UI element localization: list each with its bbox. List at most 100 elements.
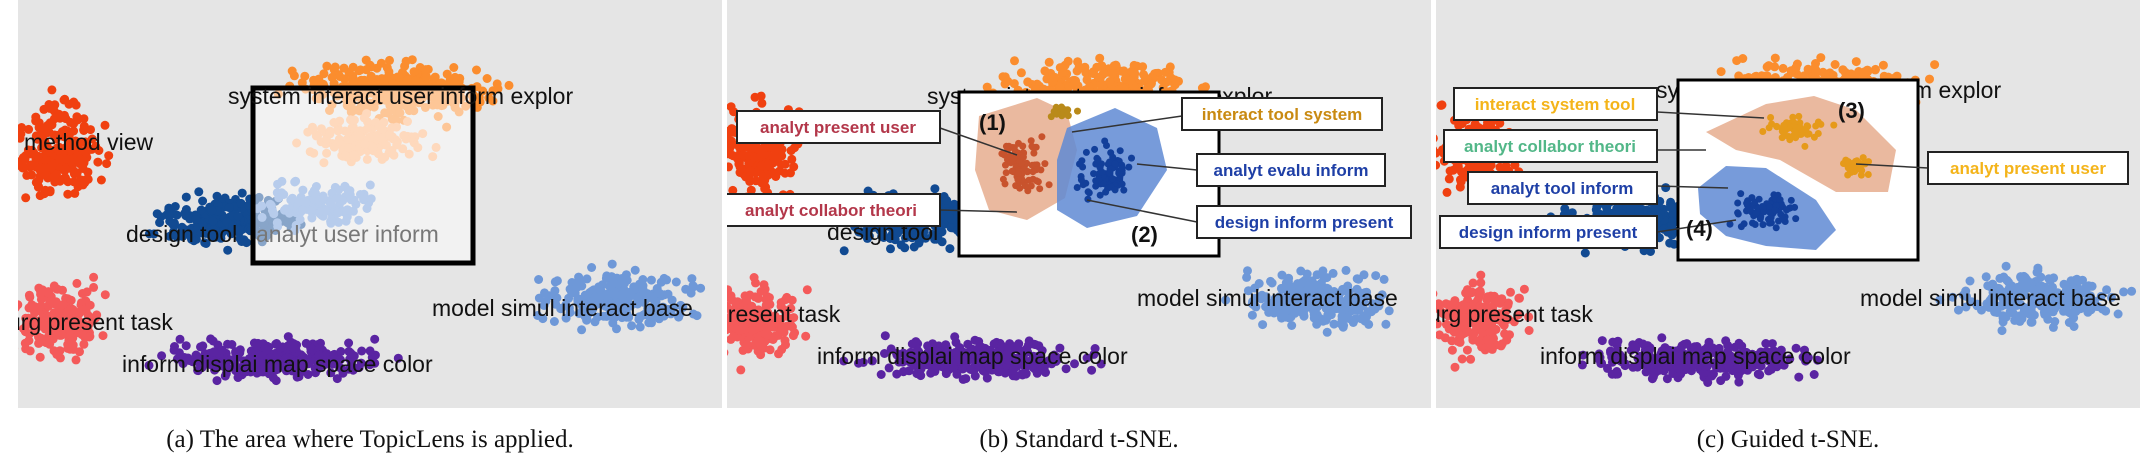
scatter-point bbox=[1360, 314, 1370, 324]
scatter-point bbox=[53, 110, 63, 120]
scatter-point bbox=[1851, 57, 1861, 67]
scatter-point bbox=[1029, 143, 1037, 151]
scatter-point bbox=[168, 219, 178, 229]
scatter-point bbox=[62, 126, 72, 136]
scatter-point bbox=[1070, 359, 1079, 369]
scatter-point bbox=[1967, 297, 1977, 307]
scatter-point bbox=[24, 336, 34, 346]
scatter-point bbox=[1096, 359, 1106, 369]
scatter-point bbox=[1050, 72, 1060, 82]
scatter-point bbox=[1457, 119, 1467, 129]
scatter-point bbox=[2054, 294, 2064, 304]
scatter-point bbox=[1436, 319, 1442, 329]
scatter-point bbox=[64, 339, 74, 349]
scatter-point bbox=[155, 218, 165, 228]
scatter-point bbox=[1455, 337, 1465, 347]
scatter-point bbox=[38, 138, 48, 147]
scatter-point bbox=[34, 338, 44, 348]
scatter-point bbox=[1304, 280, 1314, 290]
scatter-point bbox=[1111, 160, 1119, 168]
scatter-point bbox=[217, 345, 227, 355]
scatter-point bbox=[66, 117, 75, 127]
scatter-point bbox=[2127, 286, 2137, 296]
scatter-point bbox=[646, 275, 656, 285]
callout-box bbox=[1196, 205, 1412, 239]
scatter-point bbox=[2050, 301, 2060, 311]
scatter-point bbox=[450, 78, 460, 88]
scatter-point bbox=[1098, 168, 1106, 176]
scatter-point bbox=[231, 348, 241, 358]
scatter-point bbox=[1001, 180, 1009, 188]
scatter-point bbox=[2009, 291, 2019, 301]
scatter-point bbox=[1247, 310, 1257, 320]
scatter-point bbox=[1764, 61, 1774, 71]
scatter-point bbox=[1280, 312, 1290, 322]
scatter-point bbox=[421, 65, 431, 75]
caption-b: (b) Standard t-SNE. bbox=[979, 426, 1179, 453]
scatter-point bbox=[782, 311, 792, 321]
scatter-point bbox=[314, 350, 324, 360]
scatter-point bbox=[612, 324, 621, 334]
scatter-point bbox=[402, 75, 412, 85]
scatter-point bbox=[753, 334, 763, 344]
scatter-point bbox=[227, 211, 236, 221]
scatter-point bbox=[504, 80, 514, 90]
scatter-point bbox=[1770, 53, 1780, 63]
scatter-point bbox=[50, 100, 60, 110]
scatter-point bbox=[1111, 60, 1121, 70]
scatter-point bbox=[2027, 301, 2037, 311]
scatter-point bbox=[236, 198, 246, 208]
scatter-point bbox=[1038, 363, 1048, 373]
scatter-point bbox=[1935, 295, 1945, 305]
scatter-point bbox=[892, 350, 902, 360]
scatter-point bbox=[1338, 322, 1348, 332]
scatter-point bbox=[1497, 339, 1507, 349]
scatter-point bbox=[401, 56, 411, 66]
scatter-point bbox=[734, 325, 744, 335]
scatter-point bbox=[675, 310, 685, 319]
scatter-point bbox=[686, 288, 696, 298]
scatter-point bbox=[289, 343, 299, 353]
scatter-point bbox=[688, 281, 698, 291]
scatter-point bbox=[970, 335, 980, 345]
scatter-point bbox=[671, 277, 681, 287]
scatter-point bbox=[1250, 293, 1260, 303]
scatter-point bbox=[2016, 272, 2026, 282]
scatter-point bbox=[1471, 321, 1481, 330]
scatter-point bbox=[218, 226, 228, 236]
scatter-point bbox=[183, 353, 193, 363]
scatter-point bbox=[1450, 362, 1460, 372]
scatter-point bbox=[2059, 304, 2069, 314]
topic-label-present: present task bbox=[727, 301, 841, 327]
scatter-point bbox=[1437, 307, 1447, 317]
scatter-point bbox=[67, 137, 77, 147]
scatter-point bbox=[1486, 120, 1496, 130]
scatter-point bbox=[1457, 354, 1467, 364]
scatter-point bbox=[208, 216, 218, 226]
scatter-point bbox=[1074, 107, 1081, 115]
scatter-point bbox=[340, 74, 350, 84]
scatter-point bbox=[1024, 336, 1034, 346]
scatter-point bbox=[1761, 339, 1771, 348]
scatter-point bbox=[226, 355, 236, 365]
scatter-point bbox=[1038, 133, 1046, 141]
scatter-point bbox=[1090, 170, 1098, 178]
scatter-point bbox=[885, 234, 895, 243]
scatter-point bbox=[1296, 266, 1306, 276]
scatter-point bbox=[1055, 83, 1065, 92]
scatter-point bbox=[1519, 284, 1529, 294]
scatter-point bbox=[1040, 66, 1050, 76]
scatter-point bbox=[180, 208, 190, 218]
scatter-point bbox=[1444, 174, 1454, 184]
scatter-point bbox=[1666, 202, 1676, 212]
scatter-point bbox=[144, 360, 154, 370]
scatter-point bbox=[1998, 313, 2008, 323]
scatter-point bbox=[573, 282, 582, 292]
scatter-point bbox=[1462, 345, 1472, 355]
scatter-point bbox=[2035, 283, 2045, 293]
scatter-point bbox=[2046, 288, 2056, 297]
scatter-point bbox=[224, 203, 234, 213]
callout-analyt-collabor-theori: analyt collabor theori bbox=[745, 201, 917, 220]
scatter-point bbox=[1961, 302, 1971, 312]
scatter-point bbox=[393, 353, 403, 363]
